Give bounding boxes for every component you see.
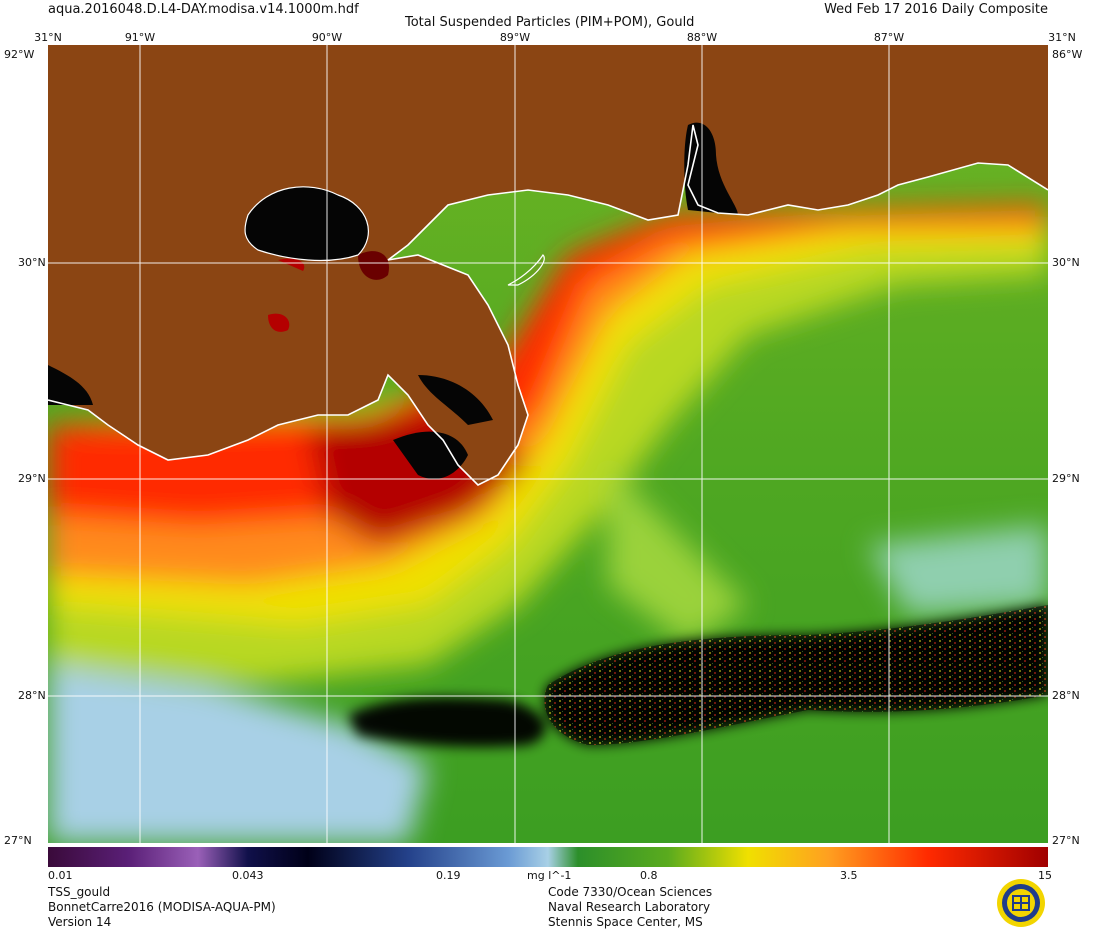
lon-label-91w: 91°W: [124, 31, 156, 44]
lat-label-30n-right: 30°N: [1052, 256, 1080, 269]
org-code: Code 7330/Ocean Sciences: [548, 885, 713, 899]
land-mass: [48, 45, 1048, 460]
lat-label-28n-right: 28°N: [1052, 689, 1080, 702]
lakes: [48, 122, 738, 479]
lon-label-87w: 87°W: [873, 31, 905, 44]
colorbar-tick-2: 0.043: [232, 869, 264, 882]
corner-lon-top-left: 92°W: [4, 48, 35, 61]
colorbar: [48, 847, 1048, 867]
colorbar-tick-4: 0.8: [640, 869, 658, 882]
graticule: [48, 45, 1048, 843]
org-location: Stennis Space Center, MS: [548, 915, 703, 929]
corner-lat-top-right: 31°N: [1048, 31, 1076, 44]
lat-label-28n-left: 28°N: [18, 689, 46, 702]
date-label: Wed Feb 17 2016 Daily Composite: [824, 2, 1048, 17]
corner-lat-bottom-right: 27°N: [1052, 834, 1080, 847]
lon-label-90w: 90°W: [311, 31, 343, 44]
coastline: [48, 124, 1048, 486]
version-label: Version 14: [48, 915, 112, 929]
colorbar-tick-3: 0.19: [436, 869, 461, 882]
org-name: Naval Research Laboratory: [548, 900, 711, 914]
map-title: Total Suspended Particles (PIM+POM), Gou…: [405, 15, 695, 30]
river-delta: [388, 255, 528, 485]
lon-label-88w: 88°W: [686, 31, 718, 44]
lat-label-30n-left: 30°N: [18, 256, 46, 269]
lat-label-29n-right: 29°N: [1052, 472, 1080, 485]
corner-lat-top-left: 31°N: [34, 31, 62, 44]
corner-lat-bottom-left: 27°N: [4, 834, 32, 847]
colorbar-units: mg l^-1: [527, 869, 572, 882]
corner-lon-top-right: 86°W: [1052, 48, 1083, 61]
colorbar-tick-min: 0.01: [48, 869, 73, 882]
lat-label-29n-left: 29°N: [18, 472, 46, 485]
tss-field: [48, 205, 1048, 843]
lon-label-89w: 89°W: [499, 31, 531, 44]
colorbar-tick-max: 15: [1038, 869, 1052, 882]
satellite-map: [48, 45, 1048, 843]
nrl-seal-logo: [997, 879, 1045, 927]
project-name: BonnetCarre2016 (MODISA-AQUA-PM): [48, 900, 276, 914]
product-name: TSS_gould: [48, 885, 111, 899]
file-name: aqua.2016048.D.L4-DAY.modisa.v14.1000m.h…: [48, 2, 359, 17]
map-panel[interactable]: [48, 45, 1048, 843]
colorbar-tick-5: 3.5: [840, 869, 858, 882]
